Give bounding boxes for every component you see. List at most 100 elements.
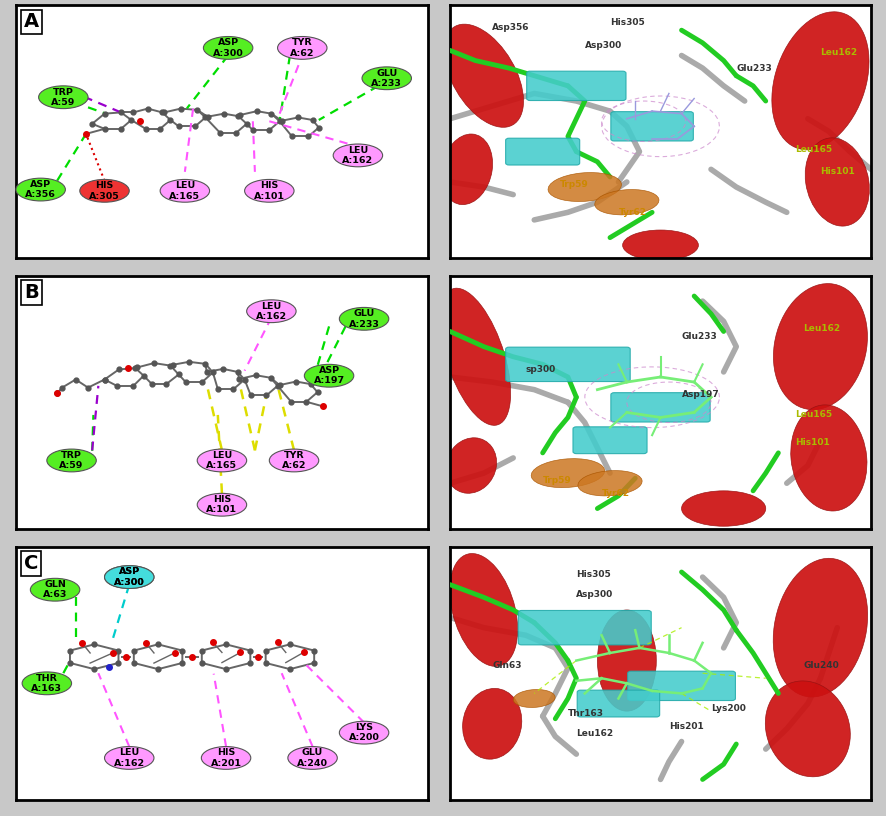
Ellipse shape (160, 180, 210, 202)
FancyBboxPatch shape (627, 672, 735, 700)
Text: GLU
A:233: GLU A:233 (371, 69, 402, 88)
Text: Asp300: Asp300 (576, 590, 614, 599)
Text: TYR
A:62: TYR A:62 (282, 450, 307, 470)
Text: ASP
A:356: ASP A:356 (25, 180, 56, 199)
Ellipse shape (513, 690, 556, 707)
Text: Asp300: Asp300 (585, 41, 622, 50)
Ellipse shape (39, 86, 88, 109)
Ellipse shape (805, 138, 869, 226)
FancyBboxPatch shape (610, 112, 694, 141)
Ellipse shape (339, 308, 389, 330)
Text: LEU
A:165: LEU A:165 (169, 181, 200, 201)
Ellipse shape (773, 558, 867, 697)
Ellipse shape (269, 449, 319, 472)
Text: Leu162: Leu162 (804, 325, 841, 334)
Ellipse shape (105, 565, 154, 588)
Ellipse shape (440, 288, 510, 425)
Ellipse shape (623, 230, 698, 260)
Ellipse shape (339, 721, 389, 744)
Text: TYR
A:62: TYR A:62 (290, 38, 315, 58)
Text: TRP
A:59: TRP A:59 (51, 87, 75, 107)
Ellipse shape (441, 134, 493, 205)
Ellipse shape (246, 299, 296, 322)
Text: Gln63: Gln63 (493, 661, 522, 670)
Text: ASP
A:300: ASP A:300 (213, 38, 244, 58)
Ellipse shape (333, 144, 383, 166)
Text: Lys200: Lys200 (711, 704, 746, 713)
Ellipse shape (277, 37, 327, 60)
FancyBboxPatch shape (610, 392, 711, 422)
Text: LEU
A:165: LEU A:165 (206, 450, 237, 470)
Ellipse shape (198, 494, 246, 517)
Ellipse shape (80, 180, 129, 202)
Ellipse shape (772, 11, 869, 150)
Ellipse shape (198, 449, 246, 472)
Text: Thr163: Thr163 (568, 709, 604, 718)
Text: Glu233: Glu233 (736, 64, 772, 73)
Text: HIS
A:201: HIS A:201 (211, 748, 242, 768)
Ellipse shape (790, 405, 867, 511)
Ellipse shape (105, 747, 154, 769)
Text: HIS
A:101: HIS A:101 (206, 495, 237, 514)
Text: B: B (24, 283, 39, 303)
Text: LEU
A:162: LEU A:162 (113, 748, 144, 768)
Ellipse shape (532, 459, 604, 488)
Text: GLU
A:240: GLU A:240 (297, 748, 328, 768)
FancyBboxPatch shape (526, 71, 626, 100)
Text: His101: His101 (795, 438, 830, 447)
Ellipse shape (773, 284, 867, 410)
Text: TRP
A:59: TRP A:59 (59, 450, 84, 470)
Ellipse shape (245, 180, 294, 202)
Text: Asp356: Asp356 (493, 23, 530, 32)
Text: ASP
A:300: ASP A:300 (114, 567, 144, 587)
Ellipse shape (305, 365, 354, 387)
Text: ASP
A:197: ASP A:197 (314, 366, 345, 385)
Text: Asp197: Asp197 (681, 390, 719, 399)
FancyBboxPatch shape (577, 690, 660, 717)
Ellipse shape (450, 553, 517, 667)
Text: Trp59: Trp59 (542, 477, 571, 486)
Text: sp300: sp300 (525, 365, 556, 374)
Text: A: A (24, 12, 39, 32)
Text: Tyr62: Tyr62 (618, 208, 647, 217)
Text: Tyr62: Tyr62 (602, 489, 630, 498)
FancyBboxPatch shape (573, 427, 647, 454)
Text: THR
A:163: THR A:163 (31, 674, 62, 693)
Ellipse shape (444, 24, 524, 127)
Text: HIS
A:305: HIS A:305 (89, 181, 120, 201)
Text: ASP
A:300: ASP A:300 (114, 567, 144, 587)
Text: His201: His201 (669, 722, 703, 731)
Ellipse shape (22, 672, 72, 694)
Text: Glu233: Glu233 (681, 332, 718, 341)
Ellipse shape (548, 172, 621, 202)
Text: His305: His305 (610, 18, 645, 27)
Text: Leu165: Leu165 (795, 410, 832, 419)
Ellipse shape (16, 178, 66, 201)
Text: LYS
A:200: LYS A:200 (349, 723, 379, 743)
Text: Trp59: Trp59 (560, 180, 588, 189)
FancyBboxPatch shape (518, 610, 651, 645)
Ellipse shape (595, 189, 659, 215)
Ellipse shape (362, 67, 411, 90)
Ellipse shape (201, 747, 251, 769)
Ellipse shape (47, 449, 97, 472)
Text: LEU
A:162: LEU A:162 (256, 302, 287, 321)
Ellipse shape (597, 610, 657, 711)
Text: GLU
A:233: GLU A:233 (349, 309, 379, 329)
Text: Leu165: Leu165 (795, 144, 832, 153)
Text: His305: His305 (576, 570, 611, 579)
Text: GLN
A:63: GLN A:63 (43, 580, 67, 600)
FancyBboxPatch shape (506, 347, 630, 382)
Text: Leu162: Leu162 (576, 730, 613, 738)
Ellipse shape (681, 491, 766, 526)
Ellipse shape (105, 565, 154, 588)
Ellipse shape (462, 689, 522, 759)
Text: Glu240: Glu240 (804, 661, 839, 670)
Ellipse shape (204, 37, 253, 60)
Text: C: C (24, 554, 39, 574)
Ellipse shape (30, 579, 80, 601)
Ellipse shape (288, 747, 338, 769)
Ellipse shape (578, 471, 642, 496)
Text: Leu162: Leu162 (820, 48, 858, 57)
Ellipse shape (446, 437, 497, 494)
